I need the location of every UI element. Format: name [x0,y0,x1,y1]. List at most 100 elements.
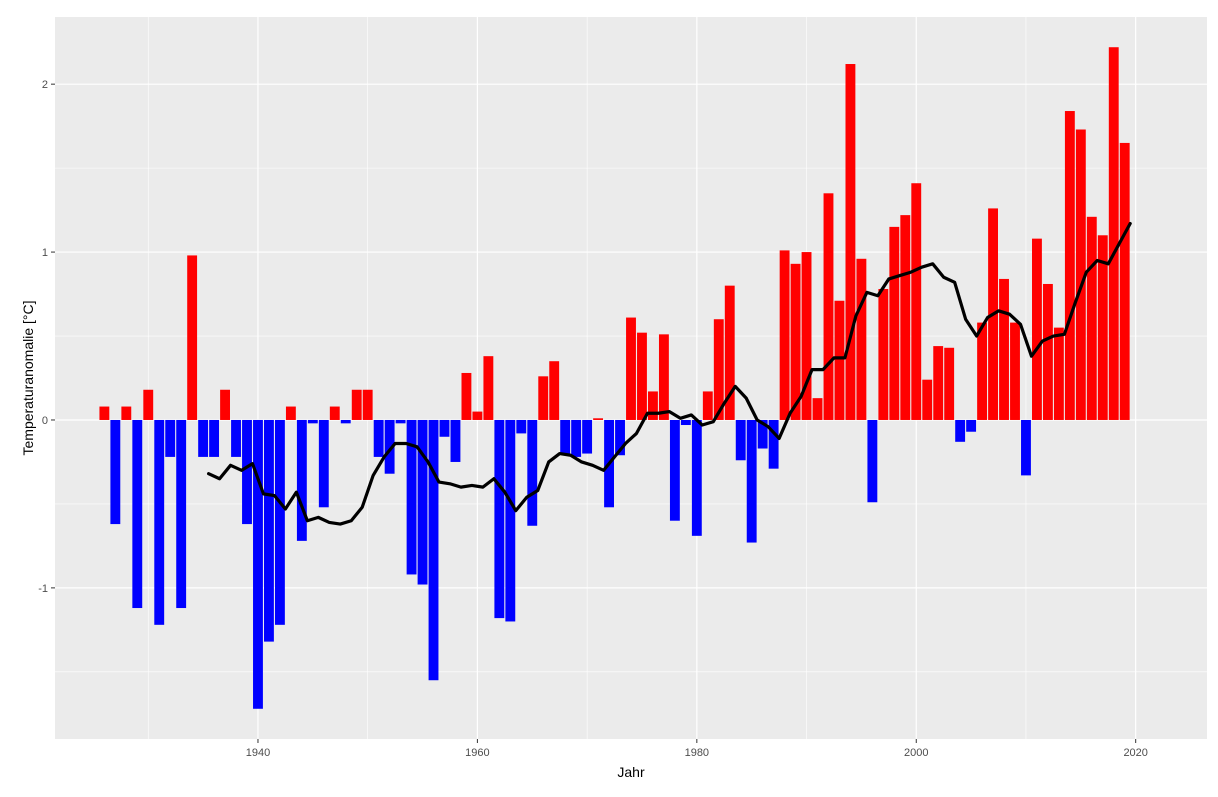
bar-1976 [648,391,658,420]
x-tick-label: 1980 [685,747,709,759]
bar-1936 [209,419,220,457]
bar-1927 [110,419,121,525]
bar-1946 [318,419,329,508]
bar-1992 [823,193,834,420]
x-tick-label: 1940 [246,747,270,759]
bar-1979 [680,419,691,426]
bar-1929 [132,419,143,609]
bar-1994 [845,64,856,420]
bar-1981 [702,391,713,420]
bar-2001 [922,379,933,420]
anomaly-bars [99,47,1130,709]
bar-2011 [1032,238,1042,420]
bar-1969 [571,419,582,457]
bar-1995 [856,258,867,420]
bar-2006 [977,322,988,420]
bar-1950 [362,389,373,420]
bar-1996 [867,419,878,503]
bar-1933 [176,419,187,609]
bar-1965 [527,419,538,526]
bar-1975 [637,332,647,420]
x-axis: 1940 1960 1980 2000 2020 [246,739,1148,759]
y-axis: -1 0 1 2 [38,79,55,595]
bar-2019 [1119,142,1130,420]
bar-1980 [691,419,702,536]
bar-1952 [384,419,395,474]
bar-1987 [768,419,779,469]
bar-1926 [99,406,110,420]
bar-1970 [582,419,593,454]
bar-1948 [340,419,351,424]
y-axis-title: Temperaturanomalie [°C] [20,301,36,456]
bar-1956 [428,419,439,681]
bar-2004 [955,419,966,442]
bar-2012 [1042,283,1053,420]
bar-2003 [944,347,955,420]
bar-2017 [1097,235,1108,420]
bar-1941 [264,419,274,642]
bar-1943 [285,406,296,420]
bar-1985 [746,419,757,543]
y-tick-label: 1 [42,247,48,259]
bar-1940 [253,419,263,709]
bar-1953 [395,419,406,424]
bar-1971 [593,418,604,420]
bar-2008 [999,278,1009,420]
bar-1935 [198,419,209,457]
bar-1988 [779,250,790,420]
bar-1942 [274,419,285,625]
bar-1959 [461,372,472,420]
bar-1947 [329,406,340,420]
bar-1997 [878,289,889,420]
bar-1962 [494,419,505,619]
bar-2010 [1021,419,1031,476]
bar-2000 [911,183,922,420]
bar-2015 [1075,129,1086,420]
bar-1967 [549,361,560,420]
bar-1977 [658,334,669,420]
bar-1949 [351,389,362,420]
bar-1973 [615,419,625,456]
bar-1974 [626,317,636,420]
bar-2016 [1086,216,1097,420]
bar-1990 [801,252,812,420]
x-tick-label: 2000 [904,747,928,759]
bar-1998 [889,226,900,420]
bar-1958 [450,419,461,462]
bar-1982 [713,319,724,420]
bar-1960 [472,411,483,420]
bar-1964 [516,419,527,434]
bar-1957 [439,419,450,437]
bar-1993 [834,300,845,420]
bar-1937 [220,389,230,420]
bar-1930 [143,389,154,420]
bar-1944 [296,419,307,541]
bar-1939 [242,419,252,525]
bar-1966 [538,376,549,420]
bar-1963 [505,419,516,622]
x-tick-label: 1960 [465,747,489,759]
bar-1991 [812,398,823,420]
bar-1961 [483,356,494,420]
bar-1934 [187,255,198,420]
y-tick-label: -1 [38,583,48,595]
bar-2009 [1010,322,1020,420]
bar-2018 [1108,47,1119,420]
bar-1945 [307,419,318,424]
trend-line [207,221,1132,526]
bar-1968 [560,419,571,454]
bar-1978 [669,419,680,521]
bar-1931 [154,419,165,625]
bar-2005 [966,419,977,432]
x-axis-title: Jahr [617,764,645,780]
bar-1984 [735,419,746,461]
y-tick-label: 0 [42,415,48,427]
bar-2002 [933,346,944,420]
bar-1951 [373,419,384,457]
bar-2013 [1053,327,1064,420]
bar-1932 [165,419,176,457]
bar-1954 [406,419,417,575]
x-tick-label: 2020 [1123,747,1147,759]
y-tick-label: 2 [42,79,48,91]
